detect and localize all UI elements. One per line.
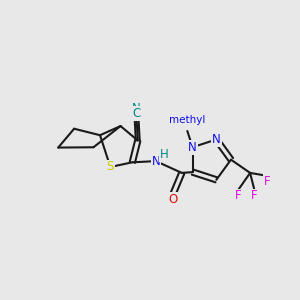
Text: N: N	[152, 154, 160, 168]
Text: F: F	[234, 189, 241, 203]
Text: N: N	[188, 141, 197, 154]
Text: methyl: methyl	[169, 115, 206, 124]
Text: H: H	[160, 148, 169, 161]
Text: C: C	[133, 107, 141, 120]
Text: N: N	[212, 133, 221, 146]
Text: F: F	[264, 175, 271, 188]
Text: N: N	[132, 102, 141, 115]
Text: S: S	[107, 160, 114, 173]
Text: F: F	[251, 189, 258, 203]
Text: O: O	[168, 193, 178, 206]
